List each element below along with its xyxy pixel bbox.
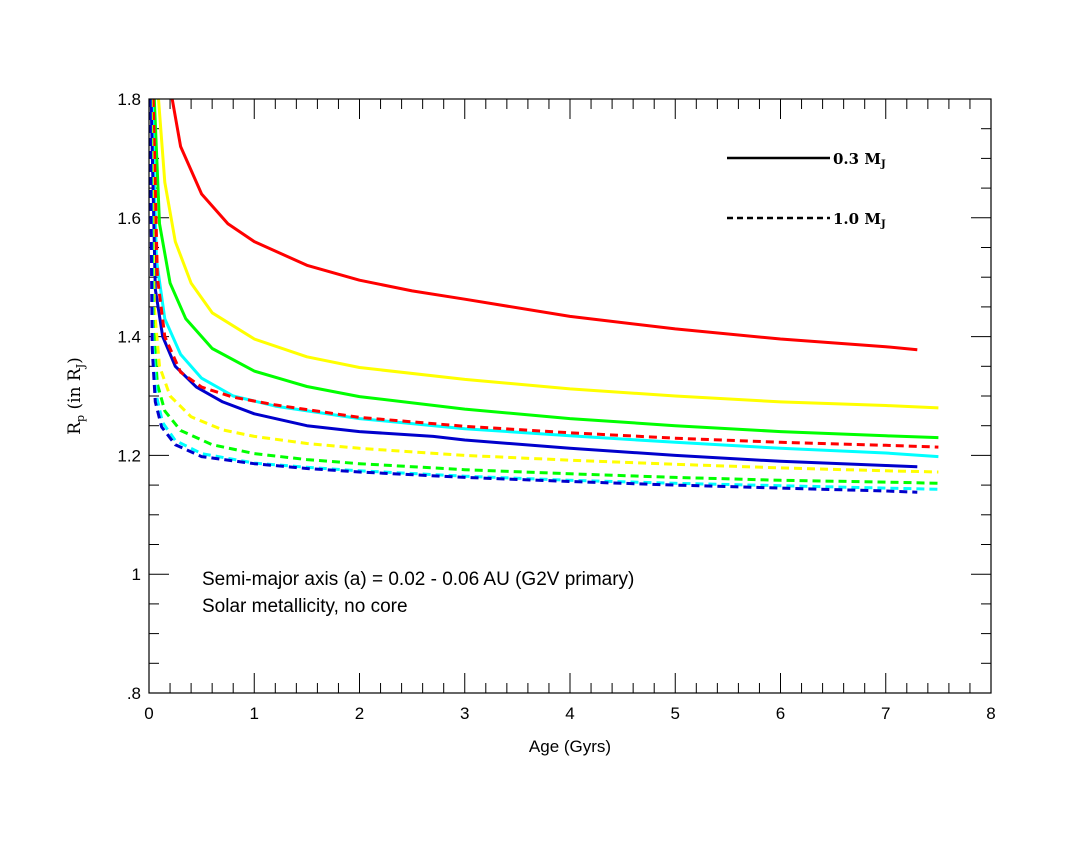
y-axis-title-mid: (in R (65, 367, 85, 415)
x-axis-title: Age (Gyrs) (529, 737, 611, 756)
series-line-dashed-9 (148, 98, 918, 494)
y-tick-label: .8 (127, 684, 141, 703)
x-tick-label: 2 (355, 704, 364, 723)
series-line-solid-4 (149, 98, 918, 469)
y-tick-labels: .8 1 1.2 1.4 1.6 1.8 (117, 90, 141, 703)
x-tick-label: 6 (776, 704, 785, 723)
annotation-semi-major-axis: Semi-major axis (a) = 0.02 - 0.06 AU (G2… (202, 569, 634, 590)
y-axis-title-main: R (65, 421, 85, 435)
annotation-metallicity: Solar metallicity, no core (202, 596, 408, 617)
y-axis-title-end: ) (65, 357, 85, 364)
series-line-dashed-6 (149, 98, 939, 474)
series-line-solid-0 (170, 98, 918, 352)
y-axis-title-sub: p (74, 415, 87, 422)
series-line-solid-1 (157, 98, 939, 410)
x-tick-label: 4 (565, 704, 574, 723)
x-tick-label: 3 (460, 704, 469, 723)
series-layer (148, 98, 939, 494)
y-tick-label: 1.6 (117, 209, 141, 228)
series-line-dashed-5 (151, 98, 939, 449)
legend-label: 0.3 MJ (833, 150, 886, 170)
x-tick-label: 7 (881, 704, 890, 723)
series-line-dashed-7 (149, 98, 939, 485)
x-tick-label: 1 (250, 704, 259, 723)
x-tick-labels: 0 1 2 3 4 5 6 7 8 (144, 704, 995, 723)
y-axis-title-sub2: J (74, 364, 87, 369)
x-tick-label: 8 (986, 704, 995, 723)
y-tick-label: 1.2 (117, 446, 141, 465)
x-tick-label: 0 (144, 704, 153, 723)
x-tick-label: 5 (671, 704, 680, 723)
y-tick-label: 1 (132, 565, 141, 584)
legend: 0.3 MJ 1.0 MJ (727, 150, 886, 230)
y-tick-label: 1.4 (117, 328, 141, 347)
y-axis-title: Rp (in RJ) (65, 357, 87, 435)
y-tick-label: 1.8 (117, 90, 141, 109)
series-line-solid-2 (152, 98, 939, 440)
plot-frame (148, 98, 992, 694)
legend-label: 1.0 MJ (833, 210, 886, 230)
minor-ticks (149, 99, 991, 693)
